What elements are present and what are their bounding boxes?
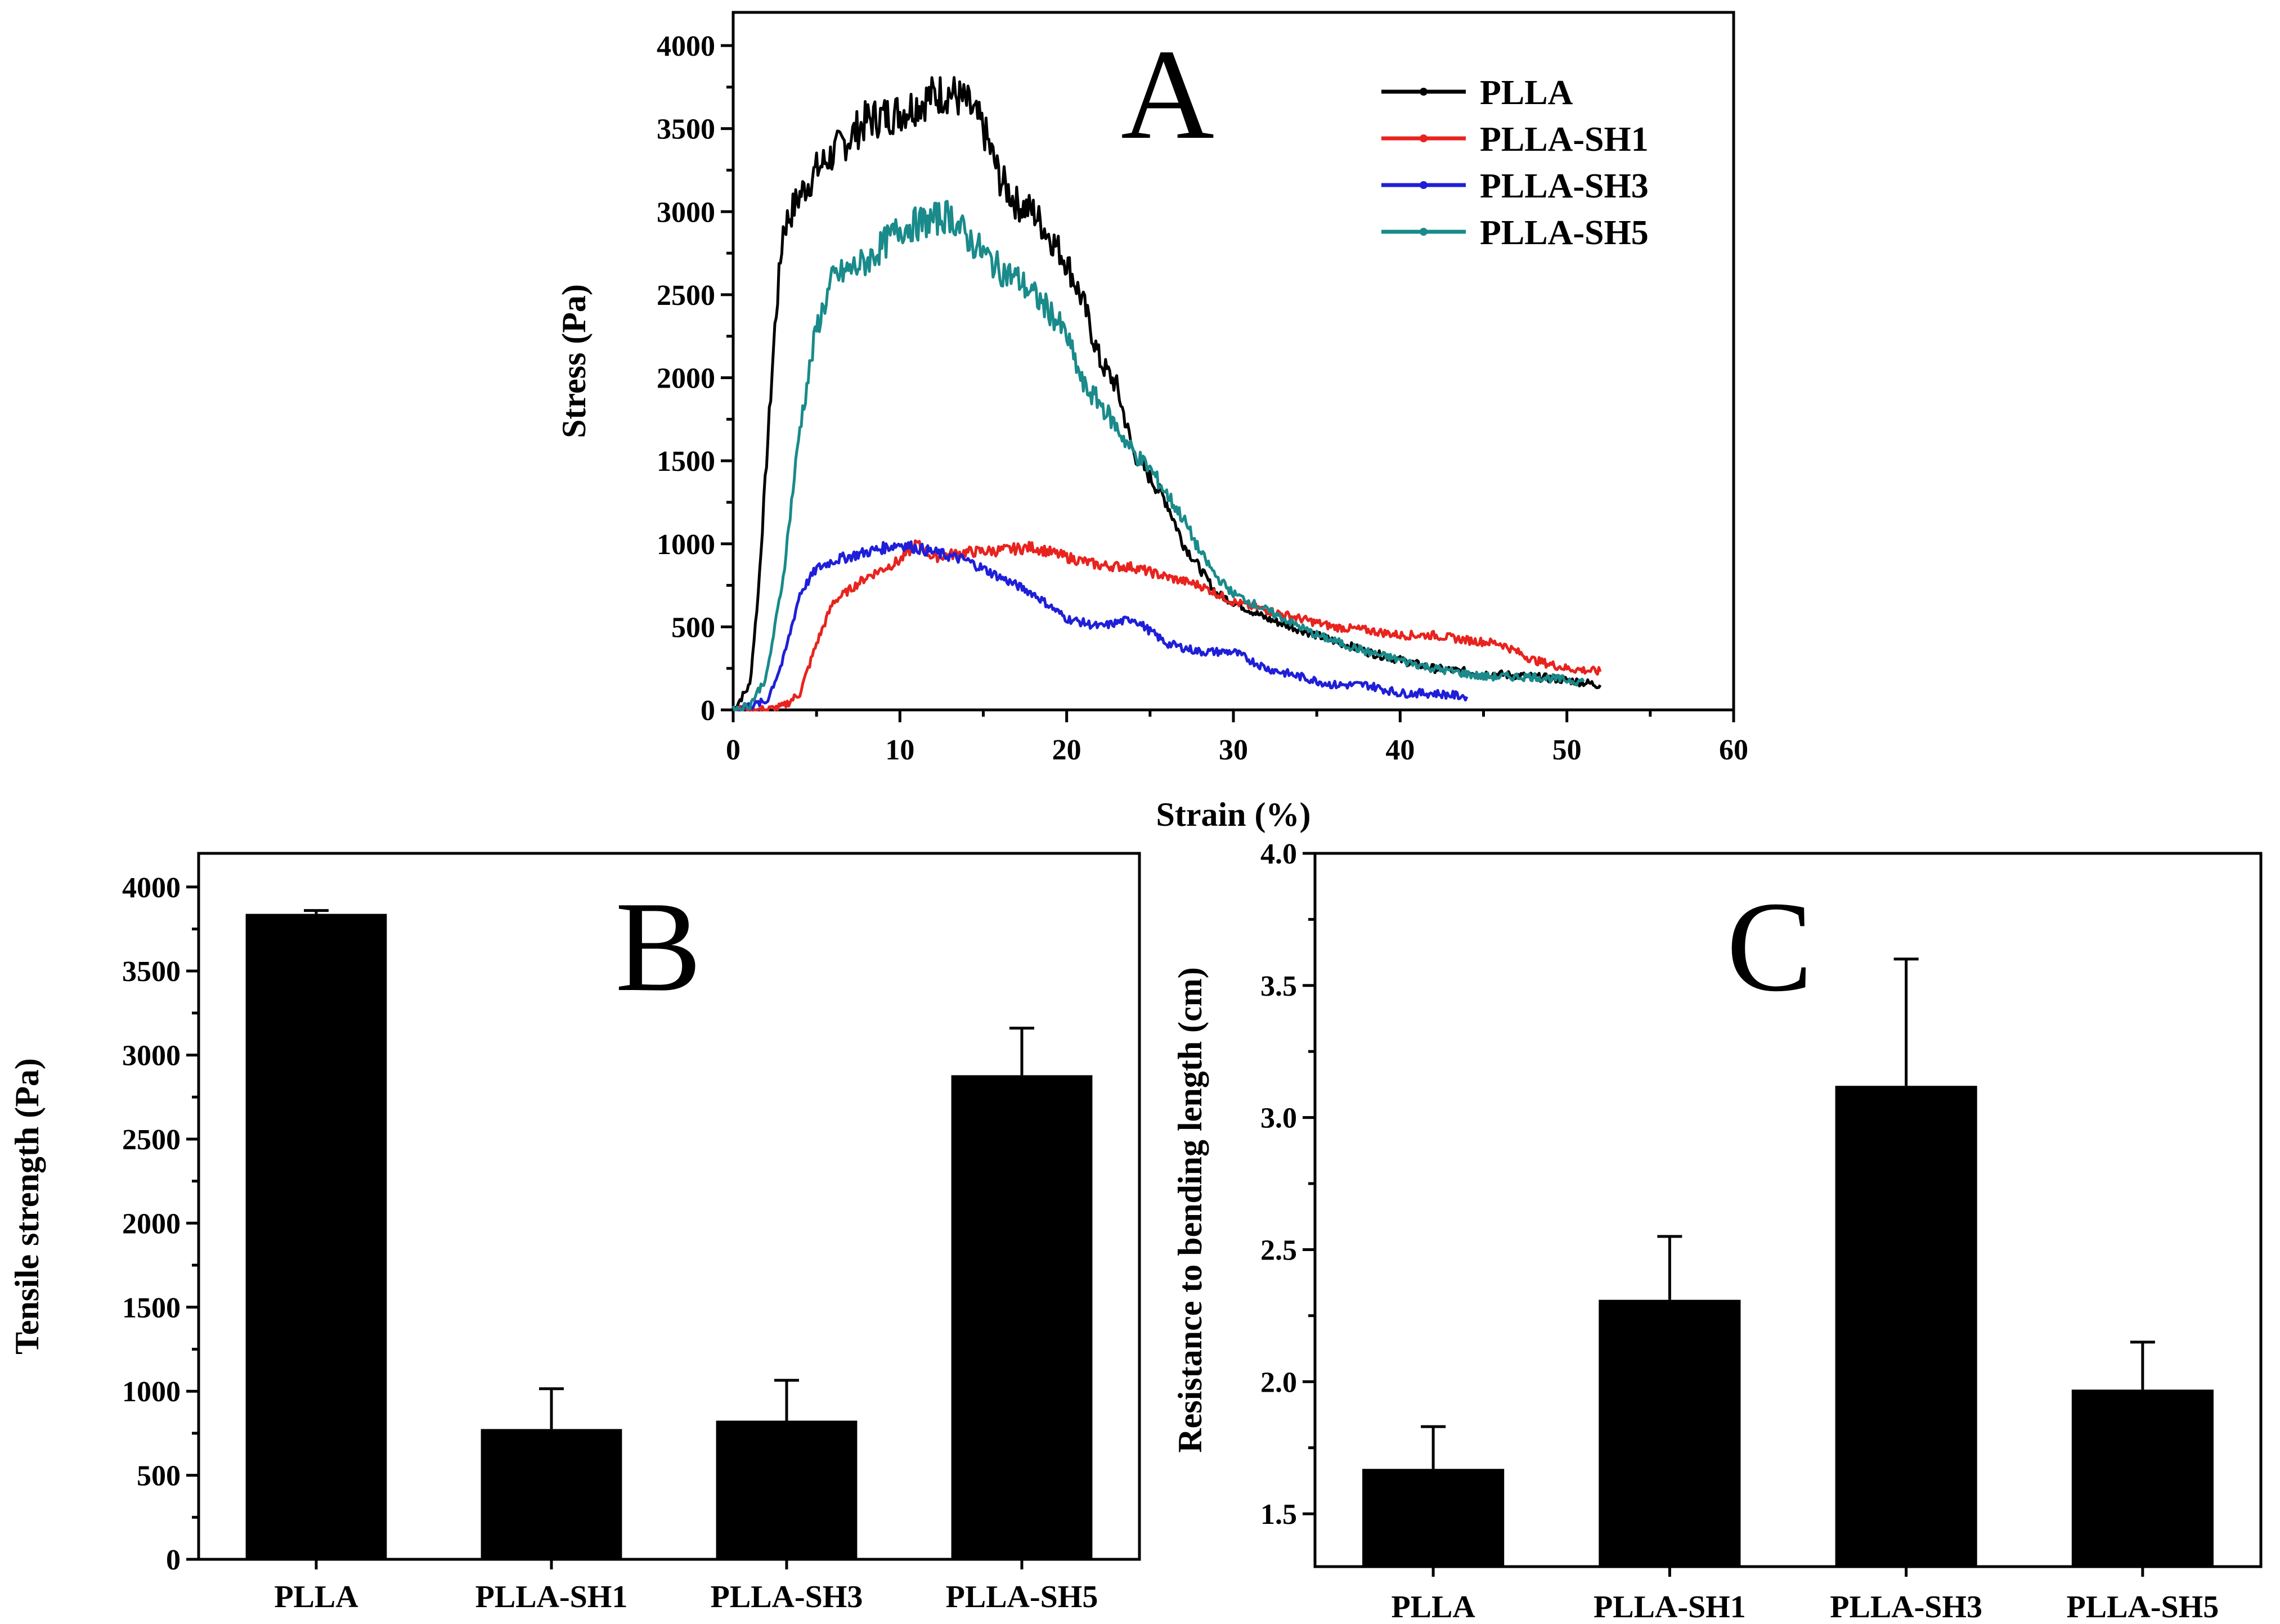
y-tick-label: 3.0 [1260, 1103, 1297, 1135]
legend-label-plla: PLLA [1480, 74, 1573, 112]
y-tick-label: 0 [166, 1544, 181, 1576]
legend-label-plla-sh5: PLLA-SH5 [1480, 214, 1649, 252]
y-tick-label: 4000 [122, 872, 181, 904]
y-tick-label: 3.5 [1260, 970, 1297, 1002]
legend-marker-plla-sh1 [1420, 134, 1428, 142]
category-label-plla-sh5: PLLA-SH5 [2067, 1590, 2219, 1624]
x-tick-label: 30 [1219, 734, 1248, 766]
y-axis-title: Tensile strength (Pa) [8, 1058, 46, 1355]
category-label-plla-sh1: PLLA-SH1 [1594, 1590, 1746, 1624]
y-axis-title: Resistance to bending length (cm) [1172, 967, 1209, 1452]
series-line-plla-sh3 [733, 540, 1469, 712]
series-line-plla [731, 76, 1602, 711]
y-tick-label: 2500 [657, 280, 715, 312]
legend-marker-plla-sh5 [1420, 228, 1428, 236]
y-tick-label: 500 [137, 1460, 181, 1492]
y-tick-label: 2.0 [1260, 1366, 1297, 1398]
y-tick-label: 2000 [657, 363, 715, 395]
legend-label-plla-sh3: PLLA-SH3 [1480, 167, 1649, 205]
legend-label-plla-sh1: PLLA-SH1 [1480, 120, 1649, 159]
y-tick-label: 2.5 [1260, 1234, 1297, 1266]
y-axis-title: Stress (Pa) [555, 284, 593, 438]
panel-a-line-chart: 0 500 1000 1500 2000 2500 3000 3500 4000 0 10 20 30 4… [555, 11, 1748, 833]
x-axis-title: Strain (%) [1156, 796, 1311, 833]
y-tick-label: 0 [701, 695, 715, 727]
category-label-plla-sh5: PLLA-SH5 [946, 1580, 1098, 1614]
series-line-plla-sh5 [731, 200, 1585, 712]
y-tick-label: 1.5 [1260, 1499, 1297, 1531]
y-tick-label: 3000 [122, 1040, 181, 1072]
category-label-plla-sh1: PLLA-SH1 [475, 1580, 628, 1614]
bar-plla-sh5 [951, 1075, 1093, 1559]
panel-c-bar-chart: 1.5 2.0 2.5 3.0 3.5 4.0 PLLA PLLA-SH1 PLLA-SH3 PL… [1172, 838, 2263, 1624]
bar-plla [1362, 1469, 1505, 1567]
category-label-plla-sh3: PLLA-SH3 [711, 1580, 863, 1614]
y-tick-label: 3500 [657, 114, 715, 146]
bar-plla-sh5 [2071, 1389, 2214, 1567]
y-tick-label: 1500 [657, 446, 715, 478]
y-tick-label: 2500 [122, 1124, 181, 1156]
y-tick-label: 1000 [657, 529, 715, 561]
x-tick-label: 20 [1052, 734, 1081, 766]
category-label-plla: PLLA [274, 1580, 358, 1614]
x-tick-label: 10 [885, 734, 914, 766]
series-line-plla-sh1 [733, 539, 1602, 712]
panel-letter-b: B [615, 875, 701, 1018]
y-tick-label: 1500 [122, 1292, 181, 1324]
panel-letter-c: C [1726, 875, 1812, 1018]
y-tick-label: 4000 [657, 30, 715, 62]
y-tick-label: 4.0 [1260, 838, 1297, 870]
bar-plla-sh3 [1835, 1086, 1977, 1567]
bar-plla-sh1 [481, 1429, 622, 1559]
y-tick-label: 2000 [122, 1208, 181, 1240]
plot-frame [197, 852, 1141, 1561]
panel-b-bar-chart: 0 500 1000 1500 2000 2500 3000 3500 4000 PLLA PLLA… [8, 852, 1141, 1614]
y-tick-label: 500 [671, 611, 715, 644]
y-tick-label: 3000 [657, 196, 715, 228]
category-label-plla: PLLA [1391, 1590, 1475, 1624]
panel-letter-a: A [1121, 23, 1214, 166]
x-tick-label: 50 [1552, 734, 1582, 766]
x-tick-label: 40 [1385, 734, 1415, 766]
y-tick-label: 1000 [122, 1376, 181, 1408]
bar-plla-sh3 [716, 1420, 858, 1559]
legend-marker-plla [1420, 88, 1428, 96]
category-label-plla-sh3: PLLA-SH3 [1830, 1590, 1982, 1624]
plot-frame [1313, 852, 2263, 1568]
bar-plla-sh1 [1599, 1299, 1741, 1567]
x-tick-label: 60 [1719, 734, 1748, 766]
y-tick-label: 3500 [122, 956, 181, 988]
x-tick-label: 0 [726, 734, 740, 766]
bar-plla [245, 914, 387, 1559]
legend-marker-plla-sh3 [1420, 181, 1428, 189]
